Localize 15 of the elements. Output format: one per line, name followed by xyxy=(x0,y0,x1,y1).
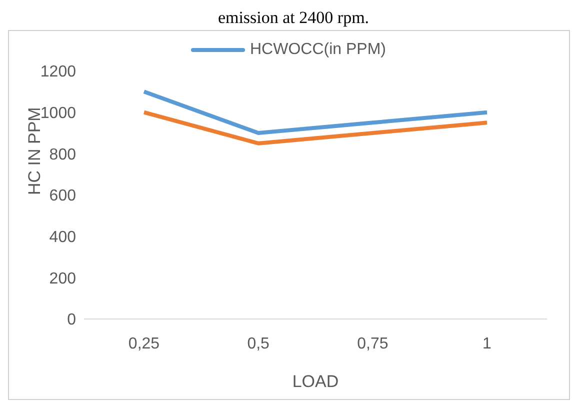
x-tick-label: 0,25 xyxy=(128,335,160,352)
y-tick-label: 200 xyxy=(49,270,76,288)
line-series xyxy=(142,110,489,146)
y-tick-label: 600 xyxy=(49,188,76,205)
x-axis-title: LOAD xyxy=(292,372,339,391)
y-tick-label: 1200 xyxy=(40,64,76,81)
y-tick-label: 400 xyxy=(49,229,76,246)
x-tick-label: 0,75 xyxy=(357,335,388,352)
line-series xyxy=(142,90,489,135)
legend-label: HCWOCC(in PPM) xyxy=(250,41,386,59)
chart-title: emission at 2400 rpm. xyxy=(216,8,370,29)
x-tick-label: 0,5 xyxy=(247,335,270,352)
y-tick-label: 800 xyxy=(49,146,76,164)
x-tick-label: 1 xyxy=(482,335,492,352)
y-tick-label: 0 xyxy=(67,312,76,329)
